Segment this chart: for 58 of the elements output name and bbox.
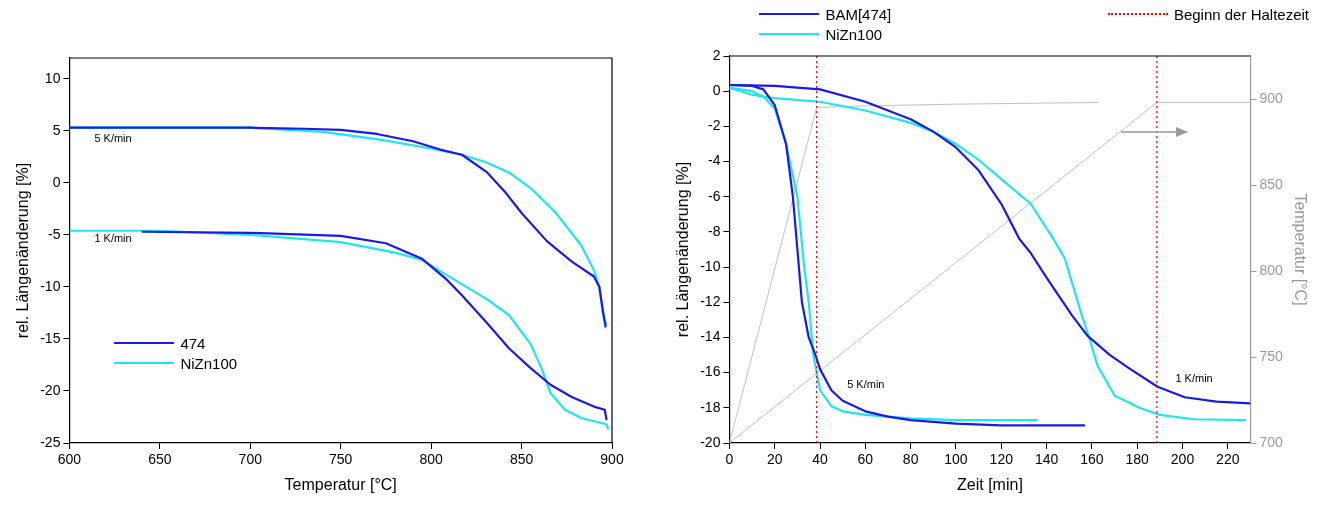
x-tick-label: 600 [57, 451, 82, 468]
y-tick-label: -18 [700, 398, 721, 415]
x-tick-label: 700 [238, 451, 263, 468]
y-tick-label: -6 [707, 187, 721, 204]
y-tick-label: -16 [700, 363, 721, 380]
y-tick-label: 5 [52, 121, 61, 138]
x-tick-label: 100 [944, 451, 968, 468]
x-tick-label: 0 [725, 451, 734, 468]
y-axis-title: rel. Längenänderung [%] [674, 161, 692, 338]
y-tick-label: 10 [44, 69, 61, 86]
x-tick-label: 160 [1080, 451, 1104, 468]
y-tick-label: -8 [707, 222, 721, 239]
y2-tick-label: 900 [1259, 89, 1284, 106]
x-tick-label: 750 [329, 451, 353, 468]
y2-tick-label: 800 [1259, 261, 1284, 278]
x-tick-label: 650 [148, 451, 172, 468]
legend-label: 474 [180, 334, 206, 352]
y2-tick-label: 700 [1259, 433, 1284, 450]
annotation: 5 K/min [847, 377, 885, 390]
y2-axis-title: Temperatur [°C] [1291, 193, 1309, 306]
y2-tick-label: 850 [1259, 175, 1284, 192]
x-axis-title: Temperatur [°C] [284, 475, 397, 493]
legend-label: BAM[474] [825, 5, 892, 23]
y-tick-label: -4 [707, 152, 721, 169]
y-tick-label: -2 [707, 117, 721, 134]
y-tick-label: -14 [700, 328, 721, 345]
y2-tick-label: 750 [1259, 347, 1284, 364]
x-tick-label: 80 [902, 451, 919, 468]
x-tick-label: 40 [812, 451, 829, 468]
legend-label: NiZn100 [825, 25, 883, 43]
annotation: 5 K/min [94, 131, 132, 144]
x-tick-label: 180 [1125, 451, 1150, 468]
y-tick-label: -15 [40, 329, 61, 346]
legend-label: Beginn der Haltezeit [1173, 5, 1309, 23]
y-tick-label: -25 [40, 433, 61, 450]
x-axis-title: Zeit [min] [957, 475, 1023, 493]
y-tick-label: -20 [700, 433, 721, 450]
y-tick-label: 2 [712, 46, 721, 63]
x-tick-label: 140 [1034, 451, 1059, 468]
x-tick-label: 220 [1216, 451, 1240, 468]
y-tick-label: 0 [712, 82, 721, 99]
x-tick-label: 60 [857, 451, 874, 468]
y-tick-label: -12 [700, 293, 721, 310]
x-tick-label: 800 [419, 451, 444, 468]
y-tick-label: -20 [40, 381, 61, 398]
x-tick-label: 900 [600, 451, 624, 468]
y-axis-title: rel. Längenänderung [%] [14, 162, 32, 339]
legend-label: NiZn100 [180, 354, 238, 372]
y-tick-label: -5 [47, 225, 61, 242]
y-tick-label: -10 [700, 257, 721, 274]
x-tick-label: 120 [989, 451, 1014, 468]
x-tick-label: 850 [509, 451, 534, 468]
annotation: 1 K/min [1175, 371, 1213, 384]
y-tick-label: 0 [52, 173, 61, 190]
x-tick-label: 20 [766, 451, 783, 468]
y-tick-label: -10 [40, 277, 61, 294]
annotation: 1 K/min [94, 231, 132, 244]
x-tick-label: 200 [1170, 451, 1195, 468]
